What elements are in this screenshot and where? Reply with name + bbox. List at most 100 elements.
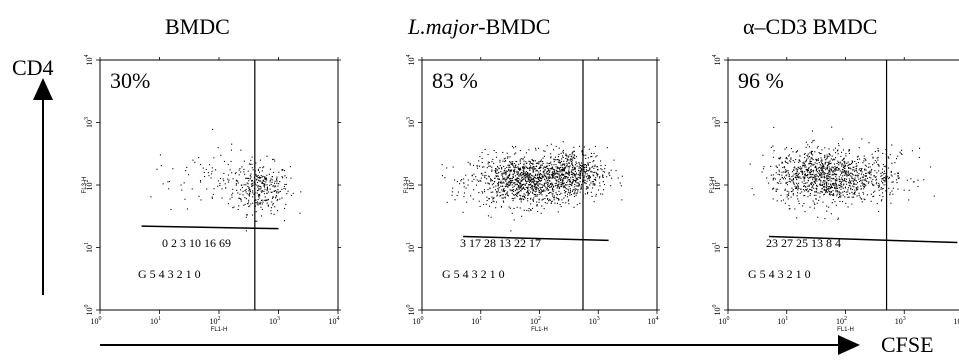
data-point xyxy=(571,181,573,183)
y-tick-label: 101 xyxy=(84,242,94,253)
data-point xyxy=(822,201,824,203)
data-point xyxy=(290,177,292,179)
data-point xyxy=(503,158,505,160)
data-point xyxy=(831,168,833,170)
data-point xyxy=(260,177,262,179)
data-point xyxy=(516,172,518,174)
data-point xyxy=(880,187,882,189)
data-point xyxy=(868,171,870,173)
data-point xyxy=(502,177,504,179)
data-point xyxy=(845,202,847,204)
data-point xyxy=(243,168,245,170)
data-point xyxy=(848,181,850,183)
data-point xyxy=(550,186,552,188)
data-point xyxy=(529,180,531,182)
data-point xyxy=(554,169,556,171)
data-point xyxy=(572,189,574,191)
data-point xyxy=(811,174,813,176)
data-point xyxy=(186,208,188,210)
data-point xyxy=(534,187,536,189)
data-point xyxy=(518,168,520,170)
data-point xyxy=(814,166,816,168)
data-point xyxy=(579,202,581,204)
data-point xyxy=(550,153,552,155)
data-point xyxy=(575,194,577,196)
data-point xyxy=(541,164,543,166)
data-point xyxy=(860,185,862,187)
data-point xyxy=(264,177,266,179)
data-point xyxy=(541,205,543,207)
data-point xyxy=(809,193,811,195)
data-point xyxy=(219,184,221,186)
data-point xyxy=(539,176,541,178)
data-point xyxy=(530,177,532,179)
data-point xyxy=(829,163,831,165)
data-point xyxy=(526,176,528,178)
data-point xyxy=(527,172,529,174)
data-point xyxy=(493,186,495,188)
data-point xyxy=(524,167,526,169)
data-point xyxy=(576,179,578,181)
data-point xyxy=(579,177,581,179)
data-point xyxy=(809,152,811,154)
data-point xyxy=(807,176,809,178)
data-point xyxy=(579,170,581,172)
data-point xyxy=(831,126,833,128)
data-point xyxy=(493,181,495,183)
data-point xyxy=(856,165,858,167)
data-point xyxy=(594,164,596,166)
data-point xyxy=(518,168,520,170)
data-point xyxy=(569,184,571,186)
data-point xyxy=(536,175,538,177)
data-point xyxy=(786,162,788,164)
data-point xyxy=(573,150,575,152)
data-point xyxy=(527,190,529,192)
data-point xyxy=(555,172,557,174)
data-point xyxy=(502,200,504,202)
x-tick-exponent: 3 xyxy=(903,316,906,322)
data-point xyxy=(604,171,606,173)
data-point xyxy=(481,161,483,163)
data-point xyxy=(772,145,774,147)
data-point xyxy=(475,176,477,178)
data-point xyxy=(181,189,183,191)
data-point xyxy=(850,188,852,190)
data-point xyxy=(906,179,908,181)
data-point xyxy=(829,190,831,192)
data-point xyxy=(553,197,555,199)
data-point xyxy=(834,187,836,189)
data-point xyxy=(259,194,261,196)
data-point xyxy=(266,178,268,180)
data-point xyxy=(271,201,273,203)
data-point xyxy=(785,171,787,173)
data-point xyxy=(517,167,519,169)
data-point xyxy=(775,188,777,190)
data-point xyxy=(548,186,550,188)
y-tick-label: 100 xyxy=(712,305,722,316)
data-point xyxy=(574,170,576,172)
data-point xyxy=(556,193,558,195)
data-point xyxy=(276,182,278,184)
data-point xyxy=(530,188,532,190)
data-point xyxy=(485,203,487,205)
data-point xyxy=(285,183,287,185)
data-point xyxy=(507,177,509,179)
data-point xyxy=(539,167,541,169)
data-point xyxy=(587,170,589,172)
data-point xyxy=(570,194,572,196)
data-point xyxy=(271,181,273,183)
data-point xyxy=(831,174,833,176)
data-point xyxy=(509,184,511,186)
data-point xyxy=(552,186,554,188)
data-point xyxy=(535,191,537,193)
data-point xyxy=(863,174,865,176)
y-tick-exponent: 4 xyxy=(84,55,90,58)
data-point xyxy=(540,177,542,179)
data-point xyxy=(833,149,835,151)
data-point xyxy=(266,184,268,186)
data-point xyxy=(865,179,867,181)
data-point xyxy=(817,167,819,169)
data-point xyxy=(823,186,825,188)
data-point xyxy=(786,194,788,196)
data-point xyxy=(575,161,577,163)
